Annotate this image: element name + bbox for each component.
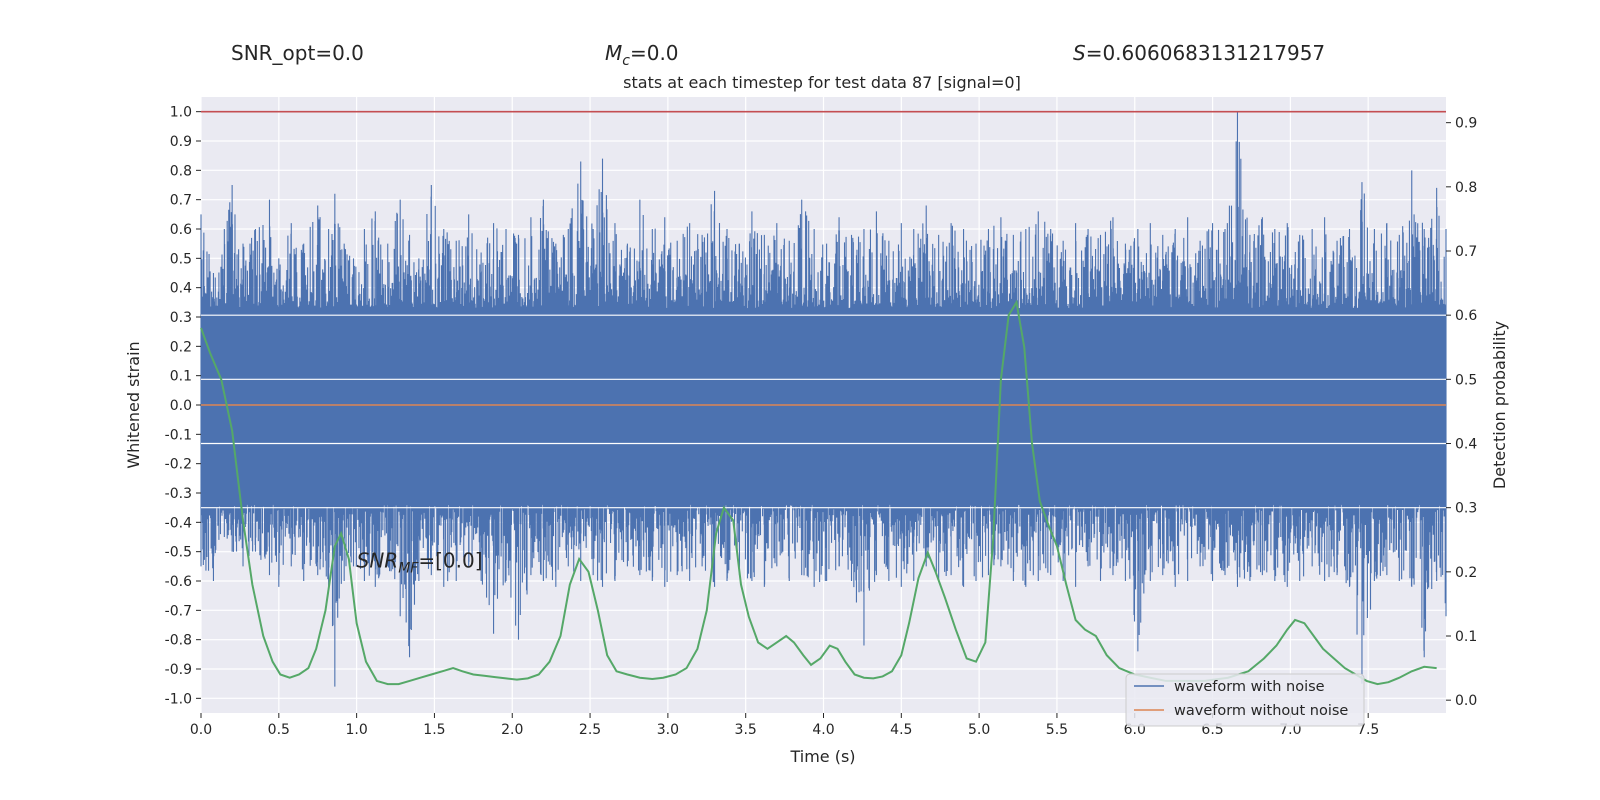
legend-label-clean: waveform without noise [1174,703,1348,719]
x-tick-label-9: 4.5 [890,722,912,738]
y-tick-label-13: -0.3 [165,486,192,502]
y-tick-label-9: 0.1 [170,369,192,385]
x-tick-label-5: 2.5 [579,722,601,738]
chart-title: stats at each timestep for test data 87 … [623,73,1021,92]
stat-s-symbol: S [1073,41,1086,65]
y-tick-label-0: 1.0 [170,105,192,121]
x-tick-label-2: 1.0 [345,722,367,738]
y2-tick-label-5: 0.4 [1455,437,1477,453]
x-axis-label: Time (s) [789,747,855,766]
legend-box [1125,673,1365,727]
x-tick-label-4: 2.0 [501,722,523,738]
y2-tick-label-6: 0.3 [1455,501,1477,517]
series-waveform-with-noise [200,111,1447,687]
y2-tick-label-7: 0.2 [1455,565,1477,581]
y2-tick-label-2: 0.7 [1455,244,1477,260]
y2-tick-label-3: 0.6 [1455,308,1477,324]
x-tick-label-3: 1.5 [423,722,445,738]
overlay-lines [201,110,1446,509]
chirp-mass-symbol: M [605,41,622,65]
legend: waveform with noise waveform without noi… [1125,673,1365,727]
y-tick-label-19: -0.9 [165,662,192,678]
y-tick-label-5: 0.5 [170,251,192,267]
x-tick-label-15: 7.5 [1357,722,1379,738]
x-tick-label-6: 3.0 [657,722,679,738]
stat-s-label: S=0.6060683131217957 [1073,41,1325,65]
y-tick-label-20: -1.0 [165,691,192,707]
y-tick-label-2: 0.8 [170,163,192,179]
snr-mf-annotation: SNRMF=[0.0] [357,548,483,576]
y2-tick-label-9: 0.0 [1455,693,1477,709]
y2-tick-label-4: 0.5 [1455,372,1477,388]
x-tick-label-8: 4.0 [812,722,834,738]
chirp-mass-value: =0.0 [630,41,679,65]
x-tick-label-10: 5.0 [968,722,990,738]
x-tick-label-7: 3.5 [735,722,757,738]
snr-mf-value: =[0.0] [418,548,482,572]
y-tick-label-8: 0.2 [170,339,192,355]
stat-s-value: =0.6060683131217957 [1086,41,1325,65]
chirp-mass-subscript: c [622,53,630,69]
y-tick-label-1: 0.9 [170,134,192,150]
y2-tick-label-8: 0.1 [1455,629,1477,645]
y-tick-label-18: -0.8 [165,633,192,649]
axes: 0.0 0.5 1.0 1.5 2.0 2.5 3.0 3.5 4.0 4.5 5.0 5.5 6.0 6… [165,105,1478,738]
chirp-mass-label: Mc=0.0 [605,41,679,69]
y2-axis-label: Detection probability [1490,321,1509,489]
y-tick-label-7: 0.3 [170,310,192,326]
y-tick-label-4: 0.6 [170,222,192,238]
y-tick-label-12: -0.2 [165,457,192,473]
y2-tick-label-0: 0.9 [1455,116,1477,132]
y-tick-label-10: 0.0 [170,398,192,414]
x-tick-label-11: 5.5 [1046,722,1068,738]
snr-mf-symbol: SNR [357,548,399,572]
x-tick-label-0: 0.0 [190,722,212,738]
y-tick-label-3: 0.7 [170,193,192,209]
y-tick-label-15: -0.5 [165,545,192,561]
y2-tick-label-1: 0.8 [1455,180,1477,196]
snr-mf-subscript: MF [398,560,419,576]
y-tick-label-6: 0.4 [170,281,192,297]
y-tick-label-11: -0.1 [165,427,192,443]
y-tick-label-16: -0.6 [165,574,192,590]
x-tick-label-1: 0.5 [268,722,290,738]
y-tick-label-17: -0.7 [165,603,192,619]
snr-opt-label: SNR_opt=0.0 [231,41,364,65]
y-tick-label-14: -0.4 [165,515,192,531]
legend-label-noise: waveform with noise [1174,679,1325,695]
y-axis-label: Whitened strain [124,341,143,468]
noise-waveform-line [200,111,1447,687]
